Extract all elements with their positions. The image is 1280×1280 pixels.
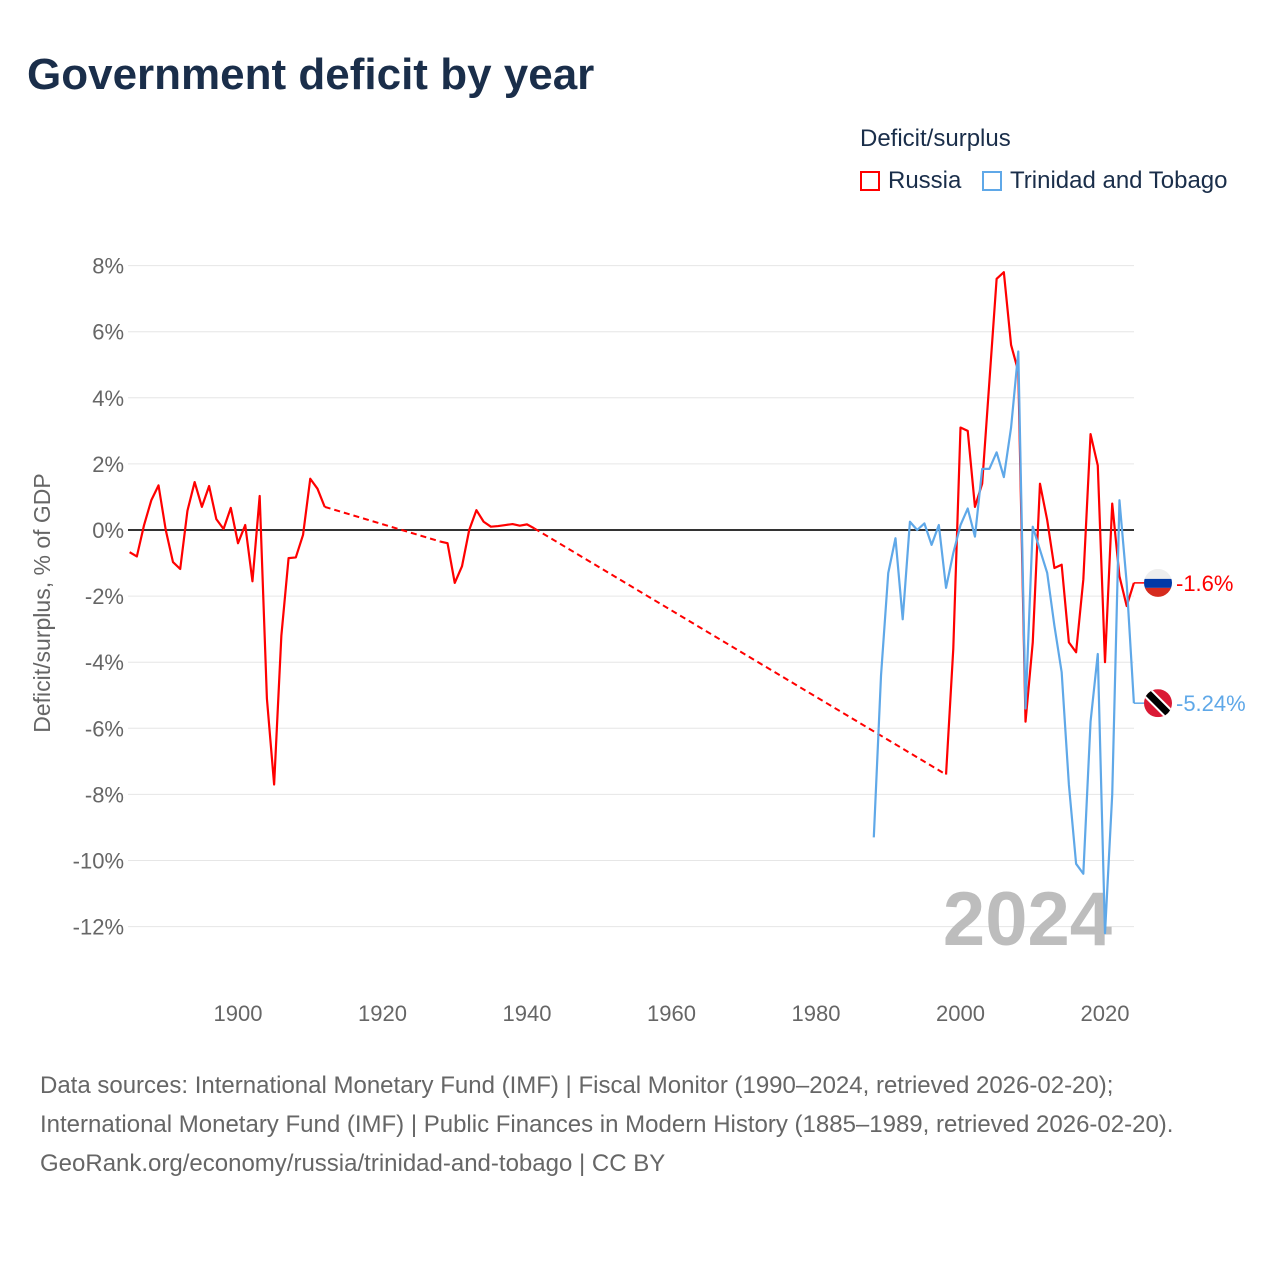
series-line	[129, 477, 326, 786]
page-title: Government deficit by year	[27, 50, 595, 99]
legend-swatch	[982, 171, 1002, 191]
x-tick-label: 1940	[503, 1001, 552, 1026]
y-tick-label: 8%	[92, 254, 124, 279]
russia-flag-icon	[1144, 568, 1172, 597]
x-tick-label: 1960	[647, 1001, 696, 1026]
legend-label: Russia	[888, 167, 962, 194]
y-tick-label: -12%	[73, 915, 124, 940]
gap-line	[324, 505, 441, 543]
year-label: 2024	[943, 877, 1112, 962]
y-tick-label: 2%	[92, 452, 124, 477]
x-tick-label: 1920	[358, 1001, 407, 1026]
gap-line	[533, 527, 947, 776]
source-link[interactable]: GeoRank.org/economy/russia/trinidad-and-…	[40, 1150, 666, 1177]
x-tick-label: 2020	[1081, 1001, 1130, 1026]
plot-area: 8% 6% 4% 2% 0% -2% -4% -6% -8% -10% -12% 1900 1920 19…	[29, 254, 1246, 1026]
y-axis-title: Deficit/surplus, % of GDP	[29, 473, 55, 732]
y-tick-label: 0%	[92, 518, 124, 543]
y-tick-label: 4%	[92, 386, 124, 411]
legend-item-trinidad[interactable]: Trinidad and Tobago	[982, 167, 1228, 195]
footer: Data sources: International Monetary Fun…	[40, 1066, 1250, 1183]
y-tick-label: 6%	[92, 320, 124, 345]
legend-item-russia[interactable]: Russia	[860, 167, 961, 195]
x-tick-label: 2000	[936, 1001, 985, 1026]
y-tick-label: -10%	[73, 849, 124, 874]
end-value-label: -5.24%	[1176, 691, 1246, 716]
y-tick-label: -6%	[85, 716, 124, 741]
series-line	[440, 509, 535, 584]
series-russia: -1.6%	[129, 271, 1233, 786]
y-tick-label: -8%	[85, 782, 124, 807]
series-line	[872, 350, 1135, 935]
legend-label: Trinidad and Tobago	[1010, 167, 1228, 194]
x-tick-label: 1980	[792, 1001, 841, 1026]
series-line	[944, 271, 1135, 775]
legend-swatch	[860, 171, 880, 191]
legend-title: Deficit/surplus	[860, 125, 1011, 152]
trinidad-flag-icon	[1144, 689, 1172, 718]
data-sources: Data sources: International Monetary Fun…	[40, 1072, 1174, 1138]
series-trinidad-and-tobago: -5.24%	[872, 350, 1246, 935]
x-tick-label: 1900	[214, 1001, 263, 1026]
y-tick-label: -4%	[85, 650, 124, 675]
end-value-label: -1.6%	[1176, 571, 1233, 596]
y-tick-label: -2%	[85, 584, 124, 609]
